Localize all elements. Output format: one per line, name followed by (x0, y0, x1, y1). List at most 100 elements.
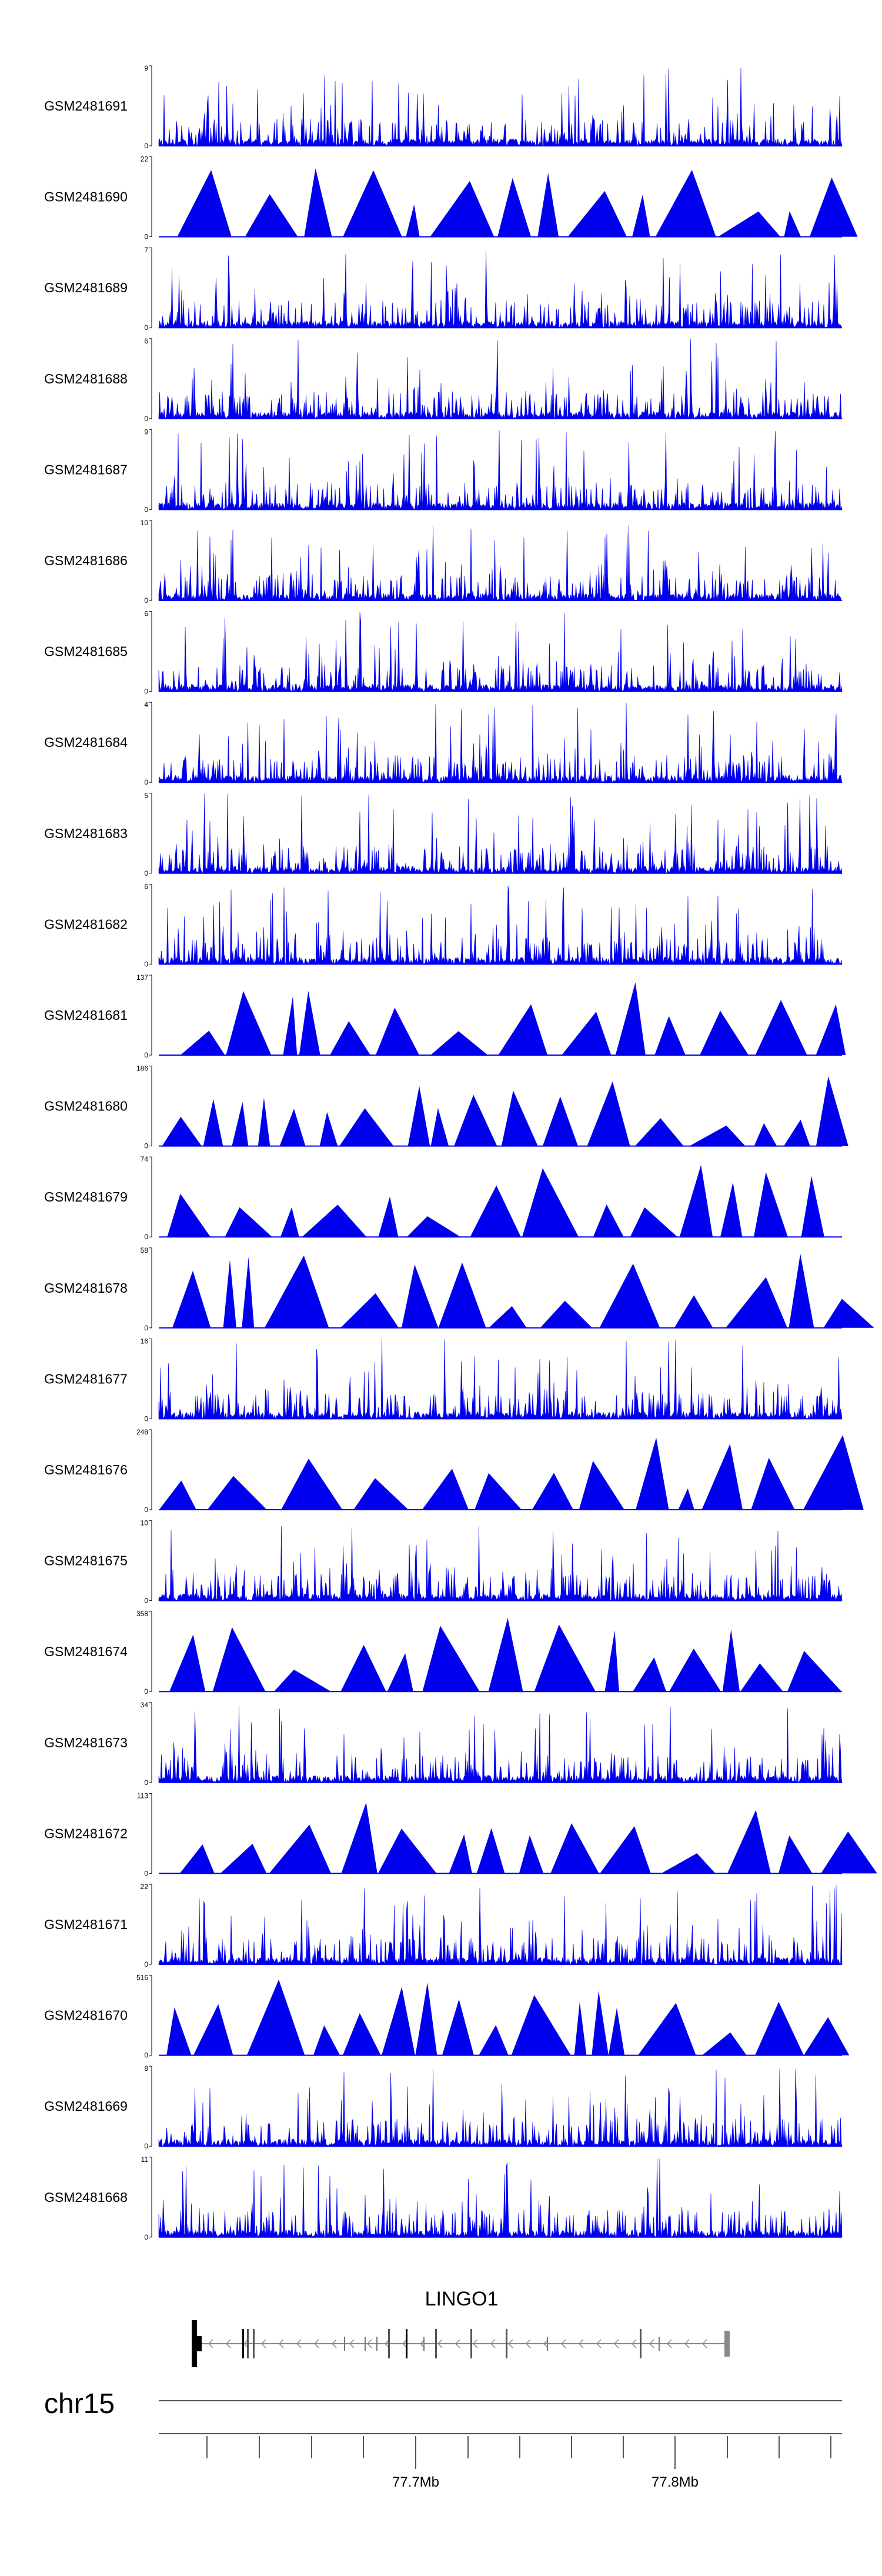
track-GSM2481690: GSM2481690 22 0 (44, 155, 858, 241)
strand-arrow (402, 2339, 407, 2348)
track-signal (159, 982, 846, 1055)
track-ymin-label: 0 (144, 505, 148, 513)
track-GSM2481676: GSM2481676 248 0 (44, 1428, 864, 1514)
gene-exon (547, 2337, 548, 2351)
track-GSM2481673: GSM2481673 34 0 (44, 1701, 843, 1787)
strand-arrow (225, 2339, 231, 2348)
track-label: GSM2481669 (44, 2098, 128, 2114)
track-ymin-label: 0 (144, 323, 148, 332)
track-ymax-label: 8 (144, 2064, 148, 2073)
track-label: GSM2481691 (44, 98, 128, 114)
track-signal (158, 886, 843, 965)
track-signal (158, 525, 843, 602)
strand-arrow (208, 2339, 213, 2348)
track-GSM2481671: GSM2481671 22 0 (44, 1883, 843, 1968)
track-signal (158, 2158, 843, 2238)
track-label: GSM2481688 (44, 371, 128, 386)
track-label: GSM2481685 (44, 644, 128, 659)
track-ymax-label: 248 (136, 1428, 148, 1436)
track-label: GSM2481682 (44, 916, 128, 932)
track-ymax-label: 22 (141, 155, 149, 163)
track-signal (159, 1435, 864, 1510)
track-ymin-label: 0 (144, 1051, 148, 1059)
strand-arrow (331, 2339, 337, 2348)
gene-exon (242, 2329, 244, 2358)
track-ymax-label: 6 (144, 882, 148, 890)
strand-arrow (260, 2339, 266, 2348)
track-ymin-label: 0 (144, 1778, 148, 1787)
track-GSM2481687: GSM2481687 9 0 (44, 428, 843, 513)
track-signal (158, 250, 843, 329)
track-signal (158, 702, 843, 783)
track-signal (158, 430, 843, 510)
track-ymax-label: 11 (141, 2155, 149, 2164)
strand-arrow (472, 2339, 478, 2348)
strand-arrow (666, 2339, 672, 2348)
track-GSM2481685: GSM2481685 6 0 (44, 610, 843, 696)
gene-exon (435, 2329, 437, 2358)
track-ymax-label: 516 (136, 1974, 148, 1982)
gene-exon (724, 2331, 730, 2357)
track-ymin-label: 0 (144, 960, 148, 968)
gene-exon (192, 2320, 197, 2367)
track-signal (159, 1618, 842, 1692)
strand-arrow (490, 2339, 496, 2348)
track-ymax-label: 4 (144, 700, 148, 709)
track-label: GSM2481680 (44, 1099, 128, 1114)
track-signal (158, 1706, 843, 1783)
track-label: GSM2481678 (44, 1280, 128, 1296)
track-ymax-label: 6 (144, 610, 148, 618)
track-ymax-label: 7 (144, 246, 148, 254)
track-signal (158, 1885, 843, 1966)
track-signal (158, 2068, 843, 2147)
track-ymax-label: 9 (144, 64, 148, 72)
track-GSM2481672: GSM2481672 113 0 (44, 1791, 877, 1877)
strand-arrow (649, 2339, 654, 2348)
gene-exon (376, 2337, 377, 2351)
track-ymax-label: 6 (144, 337, 148, 345)
track-GSM2481686: GSM2481686 10 0 (44, 519, 843, 605)
genome-axis: chr15 77.7Mb 77.8Mb (44, 2388, 842, 2490)
track-ymin-label: 0 (144, 869, 148, 877)
strand-arrow (507, 2339, 513, 2348)
track-ymin-label: 0 (144, 2051, 148, 2060)
track-ymax-label: 16 (141, 1337, 149, 1345)
strand-arrow (437, 2339, 443, 2348)
axis-ticks (206, 2436, 831, 2469)
axis-tick-label-77.8: 77.8Mb (652, 2474, 699, 2490)
track-GSM2481684: GSM2481684 4 0 (44, 700, 843, 786)
track-GSM2481680: GSM2481680 186 0 (44, 1065, 848, 1150)
track-ymax-label: 137 (136, 973, 148, 982)
track-GSM2481688: GSM2481688 6 0 (44, 337, 843, 423)
gene-exon (423, 2337, 425, 2351)
chromosome-label: chr15 (44, 2388, 115, 2420)
track-signal (159, 1164, 842, 1237)
track-signal (159, 1802, 877, 1874)
track-GSM2481668: GSM2481668 11 0 (44, 2155, 843, 2241)
strand-arrow (684, 2339, 690, 2348)
track-GSM2481679: GSM2481679 74 0 (44, 1155, 842, 1241)
gene-exon (253, 2329, 255, 2358)
track-signal (158, 612, 843, 692)
track-label: GSM2481689 (44, 280, 128, 295)
track-ymax-label: 186 (136, 1065, 148, 1073)
track-label: GSM2481676 (44, 1462, 128, 1477)
track-label: GSM2481686 (44, 553, 128, 568)
track-label: GSM2481674 (44, 1644, 128, 1659)
gene-exon (344, 2337, 345, 2351)
track-label: GSM2481675 (44, 1553, 128, 1569)
track-label: GSM2481673 (44, 1735, 128, 1750)
track-GSM2481677: GSM2481677 16 0 (44, 1337, 843, 1423)
signal-tracks: GSM248169190GSM2481690220GSM248168970GSM… (44, 64, 877, 2241)
strand-arrow (455, 2339, 460, 2348)
gene-exon (406, 2329, 407, 2358)
track-ymin-label: 0 (144, 2142, 148, 2150)
track-GSM2481678: GSM2481678 58 0 (44, 1246, 874, 1332)
track-GSM2481682: GSM2481682 6 0 (44, 882, 843, 968)
strand-arrow (543, 2339, 549, 2348)
track-ymax-label: 10 (141, 519, 149, 527)
track-label: GSM2481687 (44, 462, 128, 477)
gene-model (192, 2320, 730, 2367)
track-ymax-label: 113 (137, 1791, 148, 1800)
